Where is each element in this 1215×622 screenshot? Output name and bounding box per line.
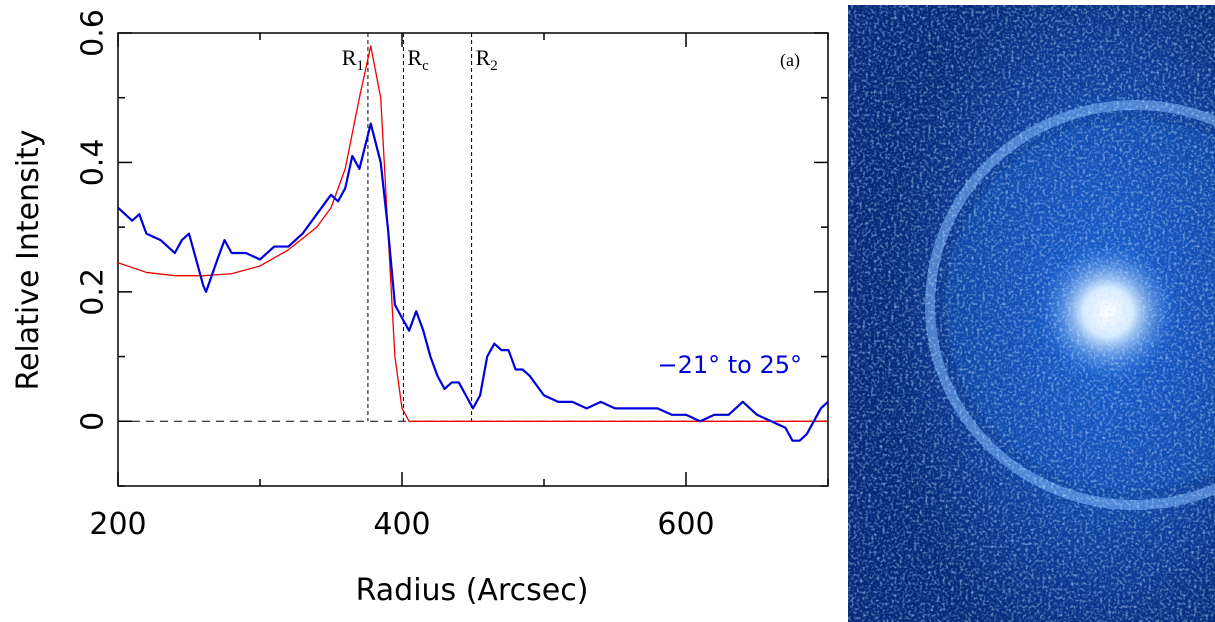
x-tick-label: 400 bbox=[373, 507, 430, 542]
series-line bbox=[117, 45, 828, 422]
y-axis-label: Relative Intensity bbox=[11, 129, 46, 390]
y-tick-label: 0.4 bbox=[76, 139, 111, 187]
marker-label: Rc bbox=[407, 45, 429, 74]
x-tick-label: 200 bbox=[89, 507, 146, 542]
marker-name: R bbox=[476, 45, 491, 70]
plot-frame bbox=[117, 32, 829, 487]
marker-subscript: c bbox=[422, 58, 429, 74]
y-tick-label: 0.2 bbox=[76, 268, 111, 316]
nebula-image bbox=[848, 5, 1215, 622]
marker-subscript: 2 bbox=[490, 58, 498, 74]
y-tick-label: 0.6 bbox=[76, 9, 111, 57]
marker-name: R bbox=[342, 45, 357, 70]
x-axis-label: Radius (Arcsec) bbox=[356, 573, 589, 608]
panel-label: (a) bbox=[780, 50, 800, 71]
marker-label: R2 bbox=[476, 45, 498, 74]
marker-label: R1 bbox=[342, 45, 364, 74]
series-line bbox=[117, 122, 829, 442]
y-tick-label: 0 bbox=[76, 412, 111, 431]
marker-subscript: 1 bbox=[356, 58, 364, 74]
angle-annotation: −21° to 25° bbox=[657, 351, 802, 379]
marker-name: R bbox=[407, 45, 422, 70]
x-tick-label: 600 bbox=[657, 507, 714, 542]
